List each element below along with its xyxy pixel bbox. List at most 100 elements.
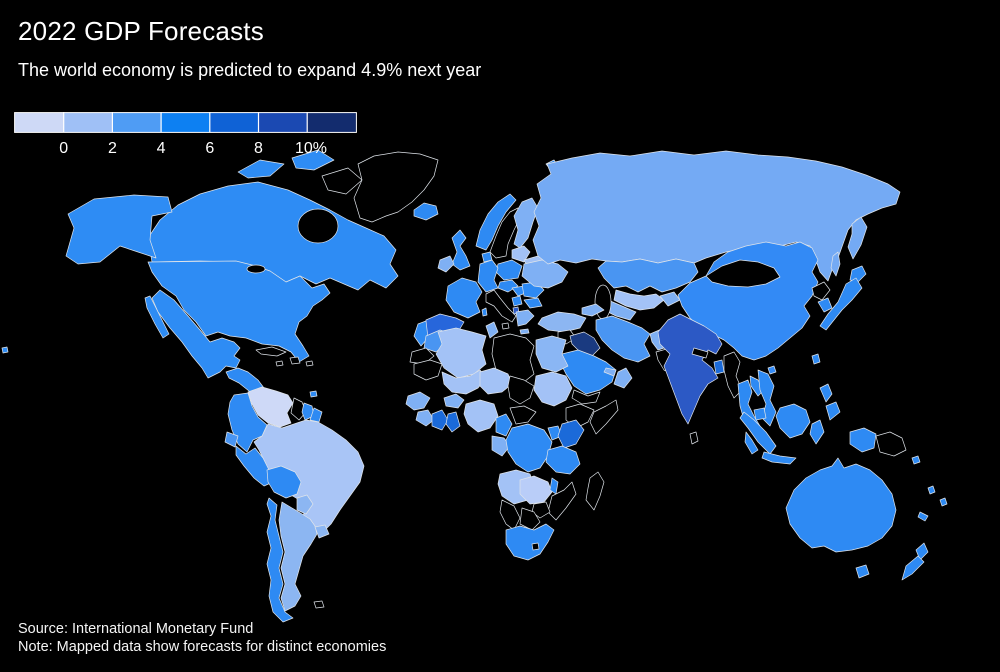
country-saudi — [559, 349, 617, 395]
country-usa-hawaii — [1, 346, 9, 354]
legend-swatch-5 — [209, 113, 259, 132]
country-png — [875, 431, 907, 457]
country-botswana — [519, 507, 541, 531]
country-philippines-2 — [825, 401, 841, 421]
country-greenland — [353, 151, 439, 223]
country-uae — [603, 367, 617, 377]
country-india — [657, 313, 723, 425]
legend-swatch-1 — [15, 113, 64, 132]
country-usa-alaska — [65, 194, 173, 265]
country-malaysia — [744, 431, 759, 455]
country-australia — [785, 457, 897, 553]
country-chile — [266, 497, 294, 623]
country-uzbekistan — [613, 289, 665, 311]
country-mexico — [151, 289, 241, 379]
country-libya — [491, 333, 535, 383]
country-solomon — [911, 455, 921, 465]
country-jamaica — [275, 360, 284, 367]
chart-subtitle: The world economy is predicted to expand… — [18, 60, 482, 80]
country-germany — [477, 259, 499, 293]
legend-swatch-3 — [112, 113, 162, 132]
country-france — [445, 277, 483, 319]
country-sri-lanka — [689, 431, 699, 445]
source-line: Source: International Monetary Fund — [18, 621, 254, 637]
legend-swatch-7 — [307, 113, 356, 132]
country-yemen — [571, 389, 601, 405]
country-ireland — [437, 255, 455, 273]
legend-label-4: 4 — [156, 140, 166, 157]
country-s-korea — [817, 297, 833, 313]
country-uruguay — [314, 524, 330, 539]
country-baffin — [321, 167, 363, 195]
country-south-africa — [505, 523, 555, 561]
country-tanzania — [545, 445, 581, 475]
country-madagascar — [585, 471, 605, 511]
country-usa — [147, 260, 331, 363]
water-caspian-sea — [594, 284, 612, 320]
country-japan-hokkaido — [849, 265, 867, 283]
country-cameroon — [495, 413, 513, 437]
country-oman — [613, 367, 633, 389]
country-bolivia — [266, 465, 302, 499]
country-paraguay — [296, 494, 314, 515]
country-philippines-1 — [819, 383, 833, 403]
country-canada-arctic-1 — [237, 159, 285, 179]
country-senegal — [405, 391, 431, 411]
country-bangladesh — [713, 359, 725, 375]
country-crete — [519, 328, 530, 335]
country-iraq — [569, 331, 601, 357]
country-uk — [451, 229, 471, 271]
country-puerto-rico — [305, 360, 314, 367]
country-niger — [479, 367, 513, 395]
country-turkey — [537, 311, 587, 333]
country-nigeria — [463, 399, 499, 433]
note-line: Note: Mapped data show forecasts for dis… — [18, 639, 387, 655]
country-kazakhstan — [597, 258, 699, 293]
legend-label-2: 2 — [107, 140, 117, 157]
country-mozambique — [547, 481, 577, 521]
country-fiji — [939, 497, 948, 507]
country-hispaniola — [289, 356, 301, 365]
legend-color-bar — [14, 112, 357, 133]
country-car — [509, 405, 537, 425]
country-caucasus — [581, 303, 605, 317]
country-japan — [819, 277, 863, 331]
country-burkina — [443, 393, 465, 409]
legend-label-8: 8 — [254, 140, 263, 157]
country-mauritania — [413, 359, 443, 381]
country-n-korea — [811, 281, 831, 301]
country-kenya — [557, 419, 585, 449]
legend-swatch-4 — [161, 113, 210, 132]
country-trinidad — [309, 390, 318, 398]
country-nepal — [691, 347, 709, 359]
country-indonesia-java — [761, 451, 797, 465]
chart-footer: Source: International Monetary Fund Note… — [18, 620, 386, 656]
country-poland — [495, 259, 523, 281]
country-sicily — [501, 322, 510, 330]
country-gabon-congo — [491, 435, 511, 457]
country-norway — [475, 193, 517, 251]
country-egypt — [535, 335, 569, 373]
country-falklands — [313, 600, 325, 609]
country-taiwan — [811, 353, 821, 365]
country-ivory-coast — [431, 409, 449, 431]
legend-swatch-2 — [63, 113, 113, 132]
country-kyrgyz-tajik — [659, 291, 681, 307]
country-indonesia-sulawesi — [809, 419, 825, 445]
country-hainan — [767, 365, 777, 375]
country-russia-kamchatka — [847, 216, 868, 260]
country-indonesia-papua — [849, 427, 877, 453]
country-portugal — [413, 320, 429, 347]
page-title: 2022 GDP Forecasts — [18, 16, 264, 46]
country-zimbabwe — [531, 501, 551, 519]
legend-tick-lines — [63, 112, 308, 132]
country-iran — [595, 315, 651, 363]
country-indonesia-borneo — [775, 403, 811, 439]
country-drc — [505, 423, 553, 473]
color-scale-legend: 0 2 4 6 8 10% — [14, 112, 357, 158]
country-vietnam — [757, 369, 777, 427]
country-guyana — [290, 397, 307, 421]
country-lesotho — [531, 542, 540, 551]
